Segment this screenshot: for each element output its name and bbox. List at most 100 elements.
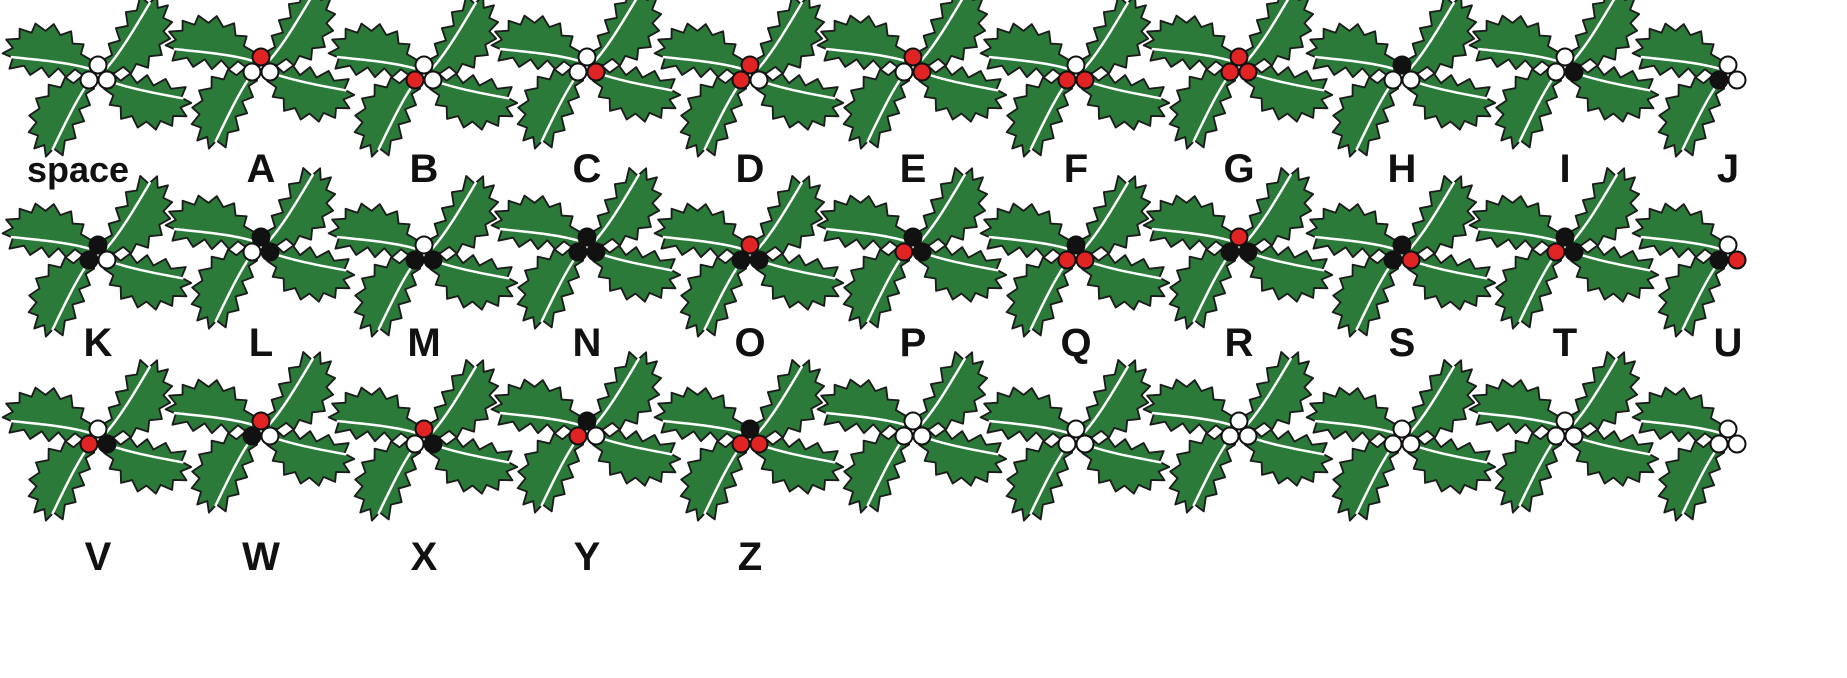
berry-white bbox=[242, 62, 262, 82]
berry-white bbox=[1220, 426, 1240, 446]
berry-red bbox=[740, 55, 760, 75]
holly-sprig bbox=[645, 0, 854, 168]
letter-label: F bbox=[1064, 147, 1088, 191]
berry-black bbox=[1066, 235, 1086, 255]
berry-white bbox=[405, 434, 425, 454]
holly-sprig bbox=[1297, 164, 1506, 348]
berry-black bbox=[1709, 70, 1729, 90]
letter-label: L bbox=[249, 321, 273, 365]
letter-label: Q bbox=[1060, 321, 1091, 365]
berry-white bbox=[568, 62, 588, 82]
letter-label: B bbox=[410, 147, 439, 191]
berry-black bbox=[1383, 250, 1403, 270]
berry-white bbox=[1229, 411, 1249, 431]
berry-red bbox=[405, 70, 425, 90]
berry-white bbox=[414, 55, 434, 75]
berry-black bbox=[1564, 62, 1584, 82]
letter-label: W bbox=[242, 535, 280, 579]
berry-white bbox=[260, 62, 280, 82]
berry-red bbox=[1238, 62, 1258, 82]
letter-label: V bbox=[85, 535, 112, 579]
berry-black bbox=[903, 227, 923, 247]
berry-white bbox=[1057, 434, 1077, 454]
berry-black bbox=[912, 242, 932, 262]
berry-white bbox=[903, 411, 923, 431]
berry-red bbox=[568, 426, 588, 446]
letter-label: S bbox=[1389, 321, 1416, 365]
berry-black bbox=[586, 242, 606, 262]
letter-label: Z bbox=[738, 535, 762, 579]
berry-white bbox=[1718, 235, 1738, 255]
berry-red bbox=[1229, 227, 1249, 247]
cipher-row: space A B C D E F G H I J bbox=[0, 0, 1750, 191]
berry-white bbox=[1401, 434, 1421, 454]
holly-sprig bbox=[319, 348, 528, 532]
berry-red bbox=[903, 47, 923, 67]
berry-white bbox=[1718, 419, 1738, 439]
berry-white bbox=[1401, 70, 1421, 90]
holly-sprig bbox=[808, 0, 1017, 160]
holly-sprig bbox=[0, 164, 202, 348]
berry-black bbox=[740, 419, 760, 439]
berry-black bbox=[88, 235, 108, 255]
berry-red bbox=[1229, 47, 1249, 67]
berry-black bbox=[405, 250, 425, 270]
holly-sprig bbox=[0, 0, 202, 168]
holly-sprig bbox=[482, 156, 691, 340]
berry-black bbox=[568, 242, 588, 262]
holly-sprig bbox=[1134, 340, 1343, 524]
label-space: space bbox=[27, 149, 129, 190]
letter-label: H bbox=[1388, 147, 1417, 191]
berry-white bbox=[79, 70, 99, 90]
berry-white bbox=[1392, 419, 1412, 439]
letter-label: C bbox=[573, 147, 602, 191]
berry-white bbox=[88, 55, 108, 75]
holly-sprig bbox=[482, 0, 691, 160]
letter-label: E bbox=[900, 147, 927, 191]
holly-sprig bbox=[808, 340, 1017, 524]
berry-white bbox=[242, 242, 262, 262]
berry-white bbox=[97, 250, 117, 270]
berry-black bbox=[79, 250, 99, 270]
berry-white bbox=[1383, 70, 1403, 90]
berry-white bbox=[1066, 419, 1086, 439]
berry-red bbox=[731, 434, 751, 454]
holly-sprig bbox=[971, 348, 1180, 532]
berry-red bbox=[251, 47, 271, 67]
berry-black bbox=[260, 242, 280, 262]
berry-red bbox=[1057, 70, 1077, 90]
berry-white bbox=[894, 62, 914, 82]
berry-white bbox=[894, 426, 914, 446]
berry-black bbox=[1392, 55, 1412, 75]
letter-label: A bbox=[247, 147, 276, 191]
berry-black bbox=[97, 434, 117, 454]
berry-white bbox=[1727, 434, 1747, 454]
holly-sprig bbox=[0, 348, 202, 532]
holly-sprig bbox=[645, 164, 854, 348]
berry-red bbox=[1727, 250, 1747, 270]
holly-sprig bbox=[1623, 367, 1750, 532]
berry-white bbox=[912, 426, 932, 446]
holly-sprig bbox=[156, 340, 365, 524]
berry-black bbox=[577, 227, 597, 247]
letter-label: T bbox=[1553, 321, 1577, 365]
letter-label: O bbox=[734, 321, 765, 365]
berry-white bbox=[1555, 47, 1575, 67]
letter-label: P bbox=[900, 321, 927, 365]
holly-sprig bbox=[971, 0, 1180, 168]
cipher-row: V W X Y Z bbox=[0, 340, 1750, 579]
berry-red bbox=[731, 70, 751, 90]
berry-red bbox=[1057, 250, 1077, 270]
holly-sprig bbox=[1297, 0, 1506, 168]
berry-white bbox=[1066, 55, 1086, 75]
berry-black bbox=[1220, 242, 1240, 262]
letter-label: D bbox=[736, 147, 765, 191]
berry-black bbox=[423, 250, 443, 270]
holly-sprig bbox=[156, 0, 365, 160]
berry-white bbox=[749, 70, 769, 90]
berry-white bbox=[586, 426, 606, 446]
berry-white bbox=[1383, 434, 1403, 454]
berry-black bbox=[749, 250, 769, 270]
berry-white bbox=[97, 70, 117, 90]
